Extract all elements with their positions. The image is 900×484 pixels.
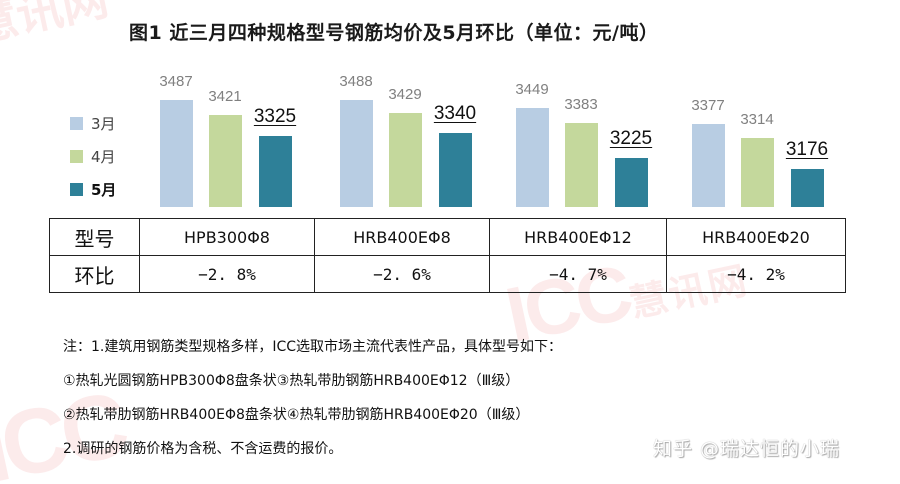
note-line: ②热轧带肋钢筋HRB400EΦ8盘条状④热轧带肋钢筋HRB400EΦ20（Ⅲ级） (63, 407, 530, 423)
table-cell-change: −2. 8% (139, 255, 315, 293)
table-cell-model: HRB400EΦ8 (314, 218, 490, 256)
bar-value-label: 3429 (388, 86, 422, 103)
table-header-model: 型号 (49, 218, 140, 256)
legend-item-april: 4月 (70, 140, 116, 173)
bar-value-label: 3487 (159, 73, 193, 90)
bar-3m (692, 124, 725, 207)
bar-value-label: 3377 (691, 97, 725, 114)
legend-item-may: 5月 (70, 173, 116, 206)
legend-swatch-march (70, 117, 83, 130)
table-cell-change: −4. 2% (666, 255, 846, 293)
bar-5m (259, 136, 292, 207)
note-line: ①热轧光圆钢筋HPB300Φ8盘条状③热轧带肋钢筋HRB400EΦ12（Ⅲ级） (63, 373, 520, 389)
bar-value-label: 3340 (433, 103, 477, 124)
bar-value-label: 3225 (609, 128, 653, 149)
legend-swatch-may (70, 183, 83, 196)
mom-table: 型号 HPB300Φ8 HRB400EΦ8 HRB400EΦ12 HRB400E… (49, 218, 846, 293)
table-cell-model: HRB400EΦ12 (489, 218, 667, 256)
bar-chart: 3487 3421 3325 3488 3429 3340 3449 3383 3225 3377… (0, 0, 900, 210)
bar-value-label: 3421 (208, 88, 242, 105)
note-line: 2.调研的钢筋价格为含税、不含运费的报价。 (63, 441, 343, 457)
bar-4m (389, 113, 422, 207)
table-cell-change: −2. 6% (314, 255, 490, 293)
table-row-changes: 环比 −2. 8% −2. 6% −4. 7% −4. 2% (49, 255, 846, 293)
table-header-change: 环比 (49, 255, 140, 293)
legend-swatch-april (70, 150, 83, 163)
note-line: 注：1.建筑用钢筋类型规格多样，ICC选取市场主流代表性产品，具体型号如下： (63, 339, 563, 355)
bar-4m (741, 138, 774, 207)
footnotes: 注：1.建筑用钢筋类型规格多样，ICC选取市场主流代表性产品，具体型号如下： ①… (63, 330, 562, 466)
bar-value-label: 3314 (740, 111, 774, 128)
bar-5m (439, 133, 472, 207)
bar-4m (209, 115, 242, 207)
legend-label: 3月 (91, 115, 116, 133)
legend-item-march: 3月 (70, 107, 116, 140)
legend-label: 5月 (91, 181, 117, 199)
bar-value-label: 3449 (515, 81, 549, 98)
bar-value-label: 3176 (785, 139, 829, 160)
legend-label: 4月 (91, 148, 116, 166)
table-cell-change: −4. 7% (489, 255, 667, 293)
table-row-models: 型号 HPB300Φ8 HRB400EΦ8 HRB400EΦ12 HRB400E… (49, 218, 846, 256)
bar-3m (340, 100, 373, 207)
chart-legend: 3月 4月 5月 (70, 107, 116, 206)
bar-value-label: 3383 (564, 96, 598, 113)
credit-watermark: 知乎 @瑞达恒的小瑞 (653, 438, 841, 460)
bar-value-label: 3488 (339, 73, 373, 90)
bar-4m (565, 123, 598, 207)
bar-5m (615, 158, 648, 207)
table-cell-model: HPB300Φ8 (139, 218, 315, 256)
bar-5m (791, 169, 824, 207)
bar-value-label: 3325 (253, 106, 297, 127)
table-cell-model: HRB400EΦ20 (666, 218, 846, 256)
bar-3m (160, 100, 193, 207)
chart-title: 图1 近三月四种规格型号钢筋均价及5月环比（单位：元/吨） (129, 22, 659, 44)
bar-3m (516, 108, 549, 207)
